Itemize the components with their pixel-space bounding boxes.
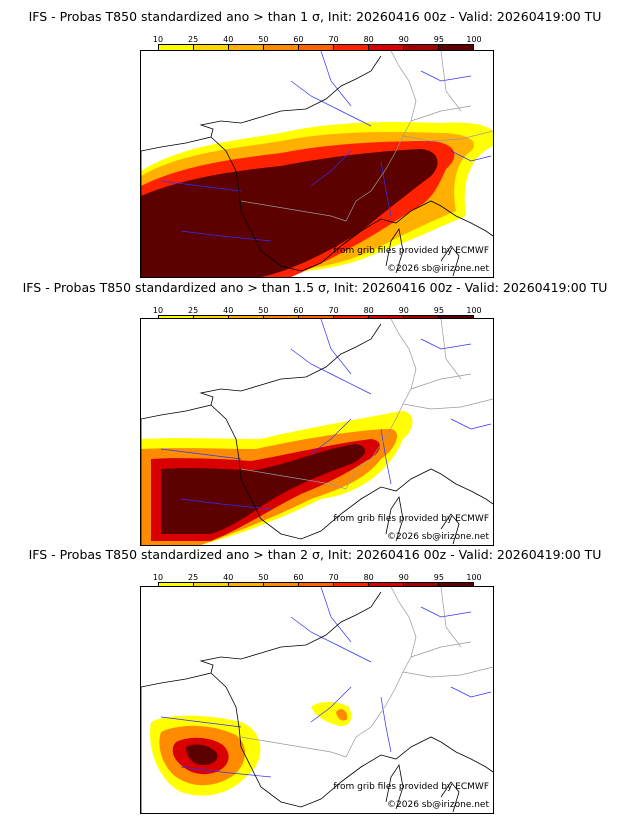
- source-credit: from grib files provided by ECMWF: [333, 782, 489, 792]
- colorbar-tick: 70: [328, 306, 339, 315]
- colorbar-tick: 95: [433, 35, 444, 44]
- colorbar-tick: 40: [223, 573, 234, 582]
- colorbar-tick: 10: [152, 35, 164, 44]
- colorbar-tick: 40: [223, 306, 234, 315]
- probability-map[interactable]: from grib files provided by ECMWF ©2026 …: [140, 318, 494, 546]
- colorbar-tick: 50: [258, 306, 269, 315]
- panel-3: IFS - Probas T850 standardized ano > tha…: [0, 547, 630, 817]
- colorbar-swatch: [369, 45, 404, 54]
- colorbar-tick: 100: [466, 306, 482, 315]
- colorbar-tick: 80: [363, 573, 374, 582]
- colorbar-tick: 95: [433, 306, 444, 315]
- colorbar-tick: 40: [223, 35, 234, 44]
- probability-area: [161, 444, 366, 534]
- border-lines: [240, 319, 493, 490]
- colorbar-tick: 90: [398, 306, 409, 315]
- colorbar-tick: 10: [152, 573, 164, 582]
- probability-area: [141, 149, 438, 277]
- colorbar-swatch: [194, 45, 229, 54]
- colorbar-tick: 50: [258, 573, 269, 582]
- border-lines: [240, 587, 493, 758]
- copyright-credit: ©2026 sb@irizone.net: [387, 800, 489, 810]
- map-canvas: [141, 319, 493, 545]
- colorbar-tick: 25: [188, 35, 199, 44]
- colorbar-swatch: [264, 45, 299, 54]
- colorbar-tick: 80: [363, 35, 374, 44]
- colorbar-tick: 60: [293, 573, 304, 582]
- panel-title: IFS - Probas T850 standardized ano > tha…: [28, 9, 602, 24]
- colorbar-tick: 10: [152, 306, 164, 315]
- probability-map[interactable]: from grib files provided by ECMWF ©2026 …: [140, 586, 494, 814]
- source-credit: from grib files provided by ECMWF: [333, 514, 489, 524]
- river-lines: [160, 587, 492, 778]
- colorbar-swatch: [334, 45, 369, 54]
- border-lines: [240, 51, 493, 222]
- colorbar-swatch: [439, 45, 473, 54]
- colorbar-swatch: [229, 45, 264, 54]
- colorbar-tick: 60: [293, 35, 304, 44]
- colorbar-swatch: [299, 45, 334, 54]
- panel-1: IFS - Probas T850 standardized ano > tha…: [0, 9, 630, 279]
- panel-title: IFS - Probas T850 standardized ano > tha…: [28, 547, 602, 562]
- colorbar-swatch: [404, 45, 439, 54]
- river-lines: [160, 319, 492, 510]
- colorbar-tick: 100: [466, 35, 482, 44]
- copyright-credit: ©2026 sb@irizone.net: [387, 264, 489, 274]
- map-canvas: [141, 587, 493, 813]
- copyright-credit: ©2026 sb@irizone.net: [387, 532, 489, 542]
- source-credit: from grib files provided by ECMWF: [333, 246, 489, 256]
- colorbar-tick: 80: [363, 306, 374, 315]
- colorbar-swatch: [159, 45, 194, 54]
- colorbar-tick: 90: [398, 573, 409, 582]
- panel-2: IFS - Probas T850 standardized ano > tha…: [0, 280, 630, 550]
- colorbar-tick: 50: [258, 35, 269, 44]
- coastline: [141, 323, 493, 545]
- map-canvas: [141, 51, 493, 277]
- colorbar-tick: 70: [328, 35, 339, 44]
- colorbar-tick: 100: [466, 573, 482, 582]
- colorbar-tick: 25: [188, 573, 199, 582]
- panel-title: IFS - Probas T850 standardized ano > tha…: [22, 280, 608, 295]
- coastline: [141, 55, 493, 277]
- coastline: [141, 591, 493, 813]
- colorbar-tick: 70: [328, 573, 339, 582]
- colorbar-tick: 90: [398, 35, 409, 44]
- river-lines: [160, 51, 492, 242]
- colorbar-tick: 25: [188, 306, 199, 315]
- probability-area: [186, 744, 218, 765]
- colorbar-tick: 60: [293, 306, 304, 315]
- probability-map[interactable]: from grib files provided by ECMWF ©2026 …: [140, 50, 494, 278]
- colorbar-tick: 95: [433, 573, 444, 582]
